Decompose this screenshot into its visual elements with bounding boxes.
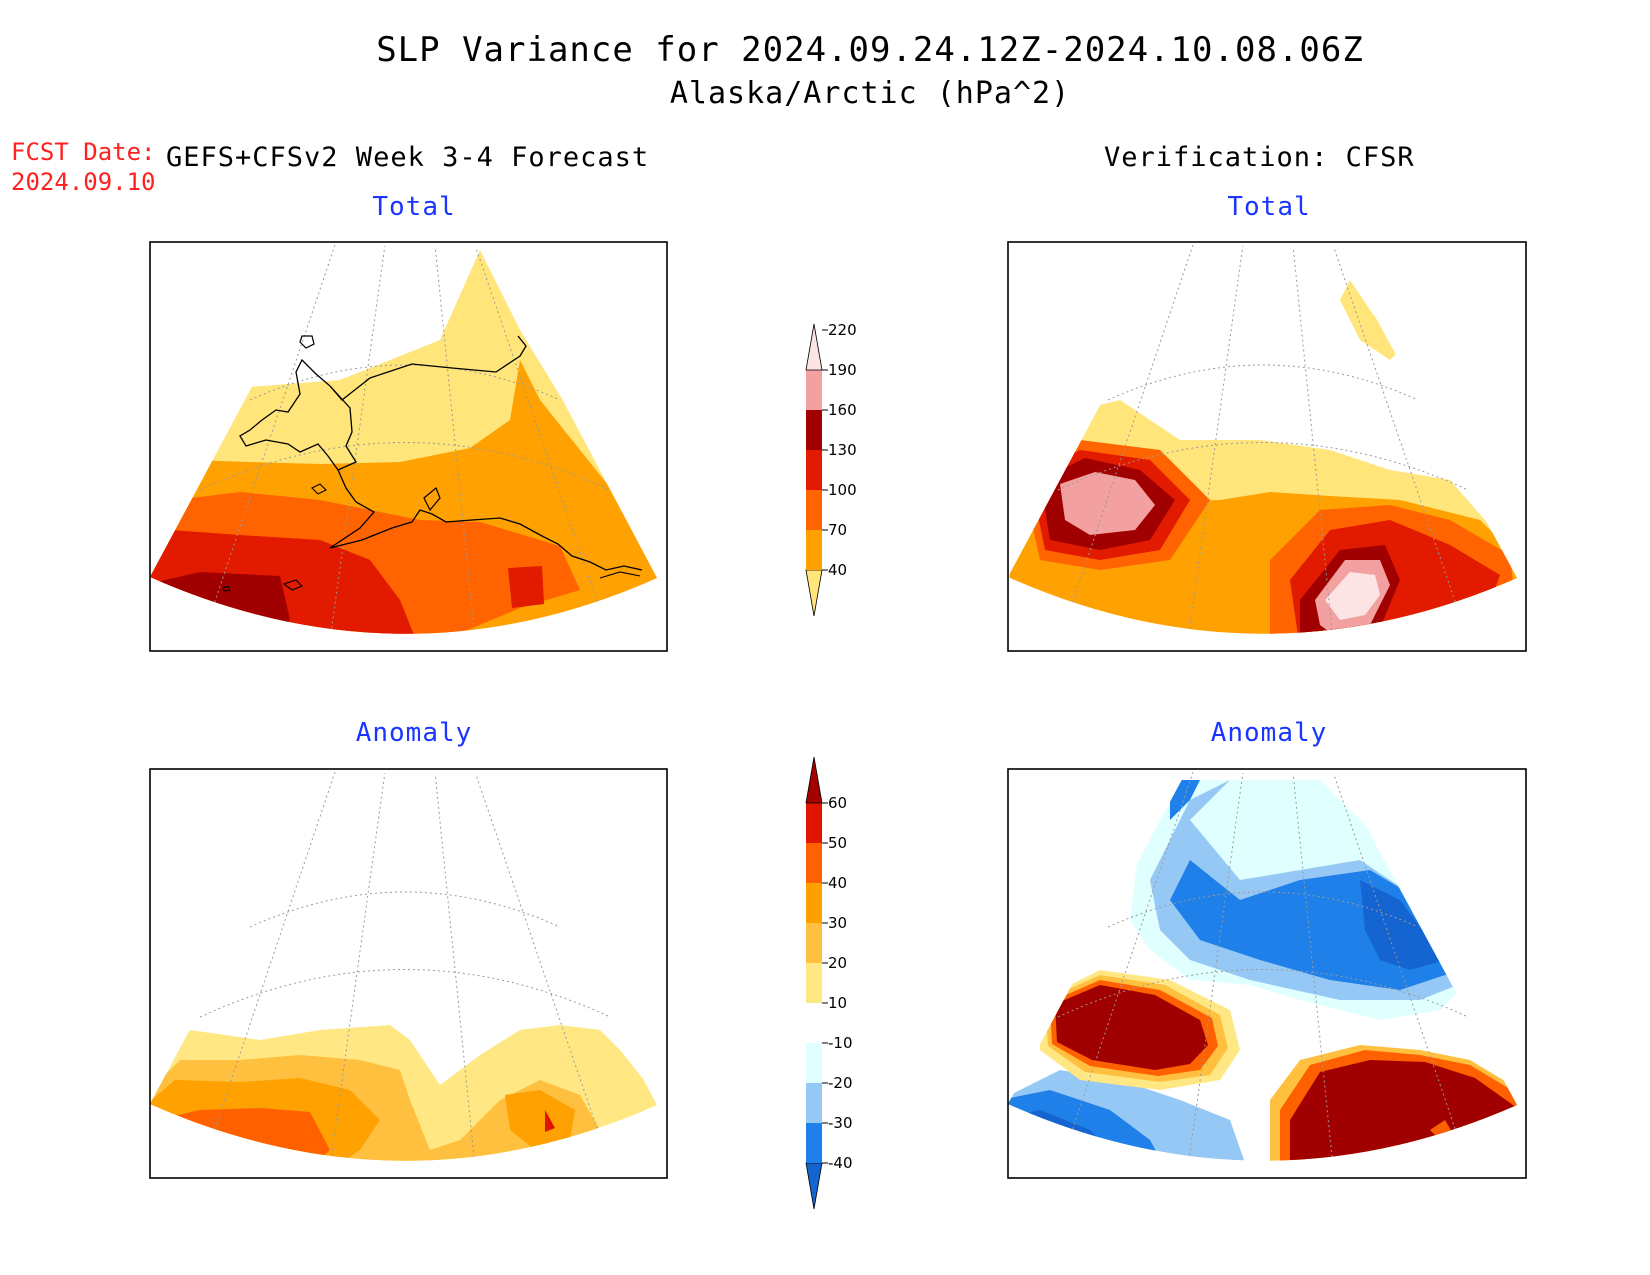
colorbar-tick-label: 160 <box>828 401 857 419</box>
colorbar-tick-label: 60 <box>828 794 847 812</box>
forecast-date-label: FCST Date: <box>11 138 156 166</box>
forecast-total-panel <box>149 241 668 652</box>
colorbar-tick-label: -20 <box>828 1074 853 1092</box>
colorbar-tick-label: 30 <box>828 914 847 932</box>
forecast-anomaly-title: Anomaly <box>355 718 473 748</box>
forecast-anomaly-panel <box>149 768 668 1179</box>
colorbar-segment <box>806 1043 822 1083</box>
colorbar-tick-label: 20 <box>828 954 847 972</box>
colorbar-segment <box>806 923 822 963</box>
colorbar-tick-label: 70 <box>828 521 847 539</box>
colorbar-top-triangle <box>805 756 823 804</box>
colorbar-segment <box>806 883 822 923</box>
anomaly-colorbar: -40 -30 -20 -10 10 20 30 40 50 60 <box>805 756 853 1210</box>
colorbar-tick-label: 220 <box>828 321 857 339</box>
colorbar-tick-label: -40 <box>828 1154 853 1172</box>
colorbar-tick-label: 190 <box>828 361 857 379</box>
colorbar-segment <box>806 410 822 450</box>
colorbar-segment <box>806 370 822 410</box>
forecast-column-header: GEFS+CFSv2 Week 3-4 Forecast <box>166 142 650 173</box>
colorbar-tick-label: 40 <box>828 874 847 892</box>
colorbar-tick-label: 130 <box>828 441 857 459</box>
colorbar-bottom-triangle <box>805 569 823 617</box>
colorbar-tick-label: 100 <box>828 481 857 499</box>
verification-anomaly-title: Anomaly <box>1210 718 1328 748</box>
colorbar-top-triangle <box>805 323 823 371</box>
total-colorbar: 40 70 100 130 160 190 220 <box>805 321 857 617</box>
colorbar-segment <box>806 450 822 490</box>
forecast-date-value: 2024.09.10 <box>11 168 156 196</box>
colorbar-segment <box>806 803 822 843</box>
verification-column-header: Verification: CFSR <box>1104 142 1415 173</box>
colorbar-tick-label: -30 <box>828 1114 853 1132</box>
verification-anomaly-panel <box>1007 768 1527 1179</box>
colorbar-segment <box>806 843 822 883</box>
colorbar-tick-label: 40 <box>828 561 847 579</box>
colorbar-tick-label: 50 <box>828 834 847 852</box>
colorbar-segment <box>806 1123 822 1163</box>
colorbar-tick-label: 10 <box>828 994 847 1012</box>
colorbar-segment <box>806 1003 822 1043</box>
colorbar-segment <box>806 1083 822 1123</box>
chart-title: SLP Variance for 2024.09.24.12Z-2024.10.… <box>376 30 1364 70</box>
colorbar-segment <box>806 490 822 530</box>
forecast-total-title: Total <box>372 192 456 222</box>
verification-total-panel <box>1007 241 1527 652</box>
chart-subtitle: Alaska/Arctic (hPa^2) <box>669 76 1071 111</box>
colorbar-segment <box>806 963 822 1003</box>
colorbar-bottom-triangle <box>805 1162 823 1210</box>
colorbar-tick-label: -10 <box>828 1034 853 1052</box>
verification-total-title: Total <box>1227 192 1311 222</box>
colorbar-segment <box>806 530 822 570</box>
